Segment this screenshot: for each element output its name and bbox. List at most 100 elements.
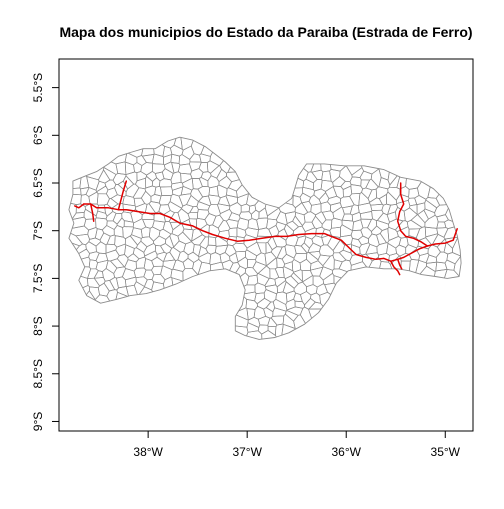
municipality-polygon — [257, 242, 267, 255]
municipality-polygon — [217, 323, 249, 340]
municipality-polygon — [410, 214, 426, 228]
municipality-polygon — [339, 165, 353, 183]
municipality-polygon — [96, 185, 109, 195]
railway-line — [396, 258, 403, 270]
municipality-polygon — [68, 285, 91, 315]
municipality-polygon — [308, 301, 326, 310]
municipality-polygon — [151, 256, 164, 267]
municipality-polygon — [146, 171, 157, 182]
municipality-polygon — [224, 262, 241, 290]
municipality-polygon — [85, 241, 97, 254]
municipality-polygon — [270, 246, 283, 259]
municipality-polygon — [374, 261, 399, 289]
municipality-polygon — [276, 257, 286, 269]
municipality-polygon — [265, 284, 278, 295]
municipality-polygon — [123, 220, 134, 228]
municipality-polygon — [219, 252, 231, 264]
municipality-polygon — [416, 202, 426, 215]
municipality-polygon — [95, 137, 128, 165]
municipality-polygon — [158, 228, 172, 240]
municipality-polygon — [387, 236, 402, 249]
municipality-polygon — [322, 254, 335, 271]
municipality-polygon — [95, 217, 108, 231]
municipality-polygon — [124, 152, 138, 166]
municipality-polygon — [302, 178, 314, 191]
municipality-polygon — [247, 316, 261, 328]
municipality-polygon — [407, 265, 436, 294]
municipality-polygon — [293, 252, 308, 264]
municipality-polygon — [258, 207, 268, 219]
municipality-polygon — [122, 268, 136, 281]
municipality-polygon — [198, 177, 209, 187]
municipality-borders — [68, 137, 462, 340]
municipality-polygon — [68, 268, 89, 299]
municipality-polygon — [196, 201, 211, 211]
municipality-polygon — [132, 247, 146, 260]
municipality-polygon — [140, 236, 155, 248]
municipality-polygon — [446, 252, 462, 265]
municipality-polygon — [140, 162, 153, 176]
municipality-polygon — [141, 137, 155, 157]
municipality-polygon — [299, 258, 312, 272]
y-tick-label: 8.5°S — [31, 359, 45, 388]
municipality-polygon — [345, 147, 363, 176]
municipality-polygon — [310, 203, 322, 216]
municipality-polygon — [427, 171, 456, 199]
municipality-polygon — [368, 233, 380, 248]
municipality-polygon — [169, 247, 181, 261]
municipality-polygon — [140, 190, 152, 205]
municipality-polygon — [180, 172, 193, 184]
municipality-polygon — [330, 202, 342, 214]
municipality-polygon — [68, 265, 92, 279]
municipality-polygon — [218, 175, 233, 189]
municipality-polygon — [437, 269, 462, 299]
municipality-polygon — [370, 203, 384, 211]
municipality-polygon — [294, 245, 308, 254]
municipality-polygon — [158, 195, 172, 206]
municipality-polygon — [163, 276, 177, 307]
municipality-polygon — [135, 286, 166, 315]
municipality-polygon — [303, 236, 314, 249]
municipality-polygon — [269, 180, 294, 206]
municipality-polygon — [219, 144, 242, 174]
municipality-polygon — [83, 208, 97, 220]
municipality-polygon — [170, 181, 184, 191]
municipality-polygon — [73, 151, 105, 181]
municipality-polygon — [430, 269, 448, 297]
municipality-polygon — [237, 330, 263, 340]
municipality-polygon — [351, 167, 365, 178]
railway-lines — [74, 180, 458, 276]
municipality-polygon — [321, 219, 333, 231]
municipality-polygon — [266, 207, 281, 221]
state-outline — [68, 136, 462, 340]
municipality-polygon — [112, 212, 123, 225]
municipality-polygon — [129, 234, 142, 246]
municipality-polygon — [378, 154, 393, 181]
municipality-polygon — [295, 235, 307, 247]
municipality-polygon — [178, 154, 191, 166]
municipality-polygon — [115, 161, 127, 175]
municipality-polygon — [359, 211, 373, 220]
municipality-polygon — [207, 236, 217, 246]
municipality-polygon — [197, 185, 211, 198]
municipality-polygon — [182, 257, 195, 270]
municipality-polygon — [218, 311, 249, 328]
y-tick-label: 5.5°S — [31, 73, 45, 102]
municipality-polygon — [200, 171, 212, 182]
municipality-polygon — [95, 241, 107, 254]
municipality-polygon — [409, 204, 418, 215]
municipality-polygon — [378, 193, 387, 206]
railway-line — [89, 203, 95, 222]
municipality-polygon — [264, 188, 280, 217]
municipality-polygon — [270, 315, 285, 326]
municipality-polygon — [275, 167, 305, 189]
municipality-polygon — [159, 178, 173, 188]
municipality-polygon — [443, 241, 453, 255]
municipality-polygon — [116, 286, 130, 298]
municipality-polygon — [110, 258, 125, 269]
municipality-polygon — [80, 187, 90, 196]
municipality-polygon — [301, 200, 312, 213]
municipality-polygon — [405, 161, 435, 190]
municipality-polygon — [245, 249, 258, 261]
